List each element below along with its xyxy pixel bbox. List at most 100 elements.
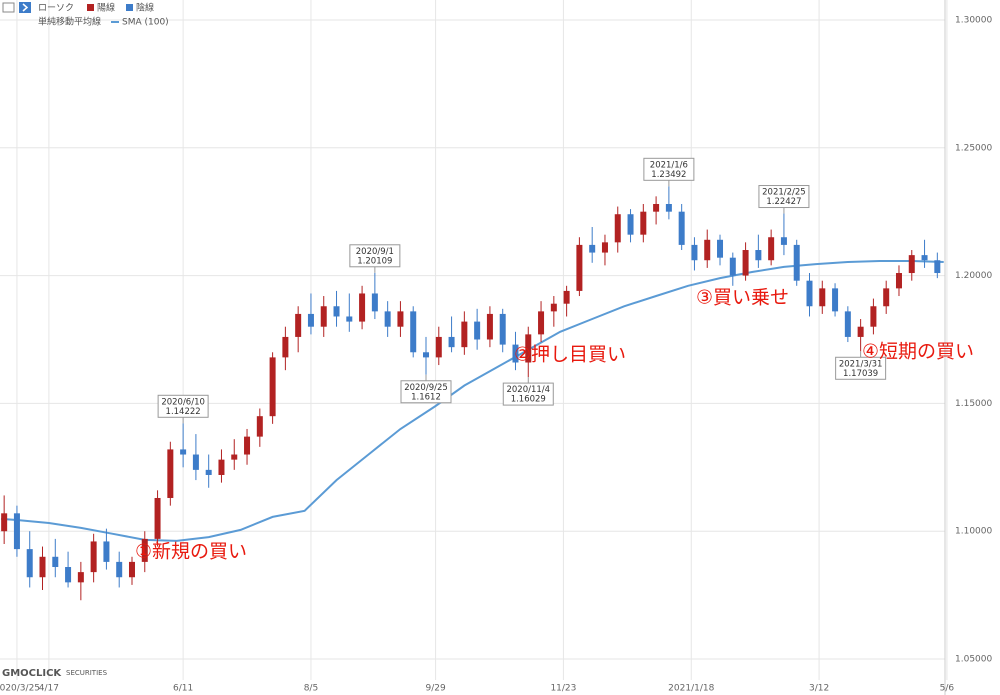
candle-body	[691, 244, 698, 261]
candle-body	[742, 250, 749, 276]
annotation-value: 1.17039	[843, 369, 878, 379]
annotation-date: 2021/1/6	[650, 160, 688, 170]
candle-body	[601, 242, 608, 253]
candle-body	[116, 561, 123, 578]
annotation-value: 1.1612	[411, 392, 441, 402]
candle-body	[589, 244, 596, 253]
candle-body	[320, 306, 327, 327]
annotation-box	[349, 244, 401, 268]
y-tick-label: 1.15000	[955, 399, 992, 409]
x-tick-label: 6/11	[173, 684, 193, 694]
legend-label: 陽線	[97, 2, 115, 14]
candle-body	[665, 204, 672, 212]
annotation-box	[835, 356, 887, 380]
candle-body	[908, 255, 915, 274]
callout: ③買い乗せ	[696, 287, 789, 309]
candle-body	[806, 280, 813, 307]
candle-body	[653, 204, 660, 212]
legend-title: 単純移動平均線	[38, 16, 101, 28]
x-tick-label: 9/29	[425, 684, 445, 694]
annotation-value: 1.14222	[166, 407, 201, 417]
toolbar	[2, 2, 31, 13]
candle-body	[474, 321, 481, 340]
candle-body	[141, 538, 148, 562]
annotation-box	[502, 382, 554, 406]
candle-body	[934, 260, 941, 274]
y-tick-label: 1.10000	[955, 527, 992, 537]
candle-body	[844, 311, 851, 337]
y-tick-label: 1.30000	[955, 15, 992, 25]
candle-body	[857, 326, 864, 337]
y-tick-label: 1.20000	[955, 271, 992, 281]
candle-body	[423, 352, 430, 358]
annotation-date: 2020/11/4	[506, 385, 550, 395]
candle-body	[371, 293, 378, 312]
candle-body	[13, 513, 20, 550]
x-tick-label: 4/17	[39, 684, 59, 694]
candle-body	[128, 561, 135, 578]
candle-body	[39, 556, 46, 578]
candle-body	[448, 336, 455, 348]
x-tick-label: 5/6	[940, 684, 955, 694]
candle-body	[883, 288, 890, 307]
candle-body	[295, 313, 302, 337]
candle-body	[103, 541, 110, 562]
annotation-value: 1.23492	[651, 170, 686, 180]
logo-sub: SECURITIES	[66, 669, 108, 677]
annotation-date: 2020/9/1	[356, 247, 394, 257]
legend-label: SMA (100)	[122, 18, 169, 28]
candle-body	[819, 288, 826, 307]
annotation-box	[758, 185, 810, 209]
x-tick-label: 3/12	[809, 684, 829, 694]
legend-title: ローソク	[38, 3, 74, 14]
annotation-value: 1.22427	[766, 197, 801, 207]
candle-body	[269, 357, 276, 417]
candle-body	[525, 334, 532, 363]
legend-swatch	[126, 4, 133, 11]
annotation-date: 2020/6/10	[161, 397, 205, 407]
x-tick-label: 8/5	[304, 684, 318, 694]
candle-body	[780, 237, 787, 245]
annotation-box	[157, 394, 209, 418]
candle-body	[499, 313, 506, 345]
candle-body	[755, 250, 762, 261]
candle-body	[154, 497, 161, 539]
candle-body	[768, 237, 775, 261]
candle-body	[640, 211, 647, 235]
candle-body	[563, 290, 570, 304]
logo: GMOCLICK	[2, 668, 62, 679]
toolbar-icon[interactable]	[19, 2, 31, 13]
callout: ①新規の買い	[135, 541, 247, 563]
candle-body	[435, 336, 442, 358]
x-tick-label: 2020/3/25	[0, 684, 40, 694]
candle-body	[26, 549, 33, 578]
candle-body	[512, 344, 519, 363]
candle-body	[65, 567, 72, 583]
candle-body	[180, 449, 187, 455]
candle-body	[550, 303, 557, 312]
candle-body	[167, 449, 174, 498]
candle-body	[346, 316, 353, 322]
candle-body	[1, 513, 8, 532]
toolbar-arrow	[22, 3, 29, 12]
candle-body	[832, 288, 839, 312]
candle-body	[52, 556, 59, 568]
candle-body	[717, 239, 724, 258]
callout: ④短期の買い	[862, 341, 974, 363]
y-tick-label: 1.25000	[955, 143, 992, 153]
candle-body	[205, 469, 212, 475]
candle-body	[333, 306, 340, 317]
candle-body	[461, 321, 468, 348]
toolbar-icon[interactable]	[2, 2, 15, 13]
candle-body	[614, 214, 621, 243]
candle-body	[895, 273, 902, 289]
annotation-date: 2021/3/31	[839, 359, 883, 369]
candle-body	[192, 454, 199, 470]
candle-body	[704, 239, 711, 261]
x-tick-label: 2021/1/18	[668, 684, 714, 694]
candle-body	[538, 311, 545, 335]
candle-body	[218, 459, 225, 475]
y-tick-label: 1.05000	[955, 655, 992, 665]
candle-body	[231, 454, 238, 460]
